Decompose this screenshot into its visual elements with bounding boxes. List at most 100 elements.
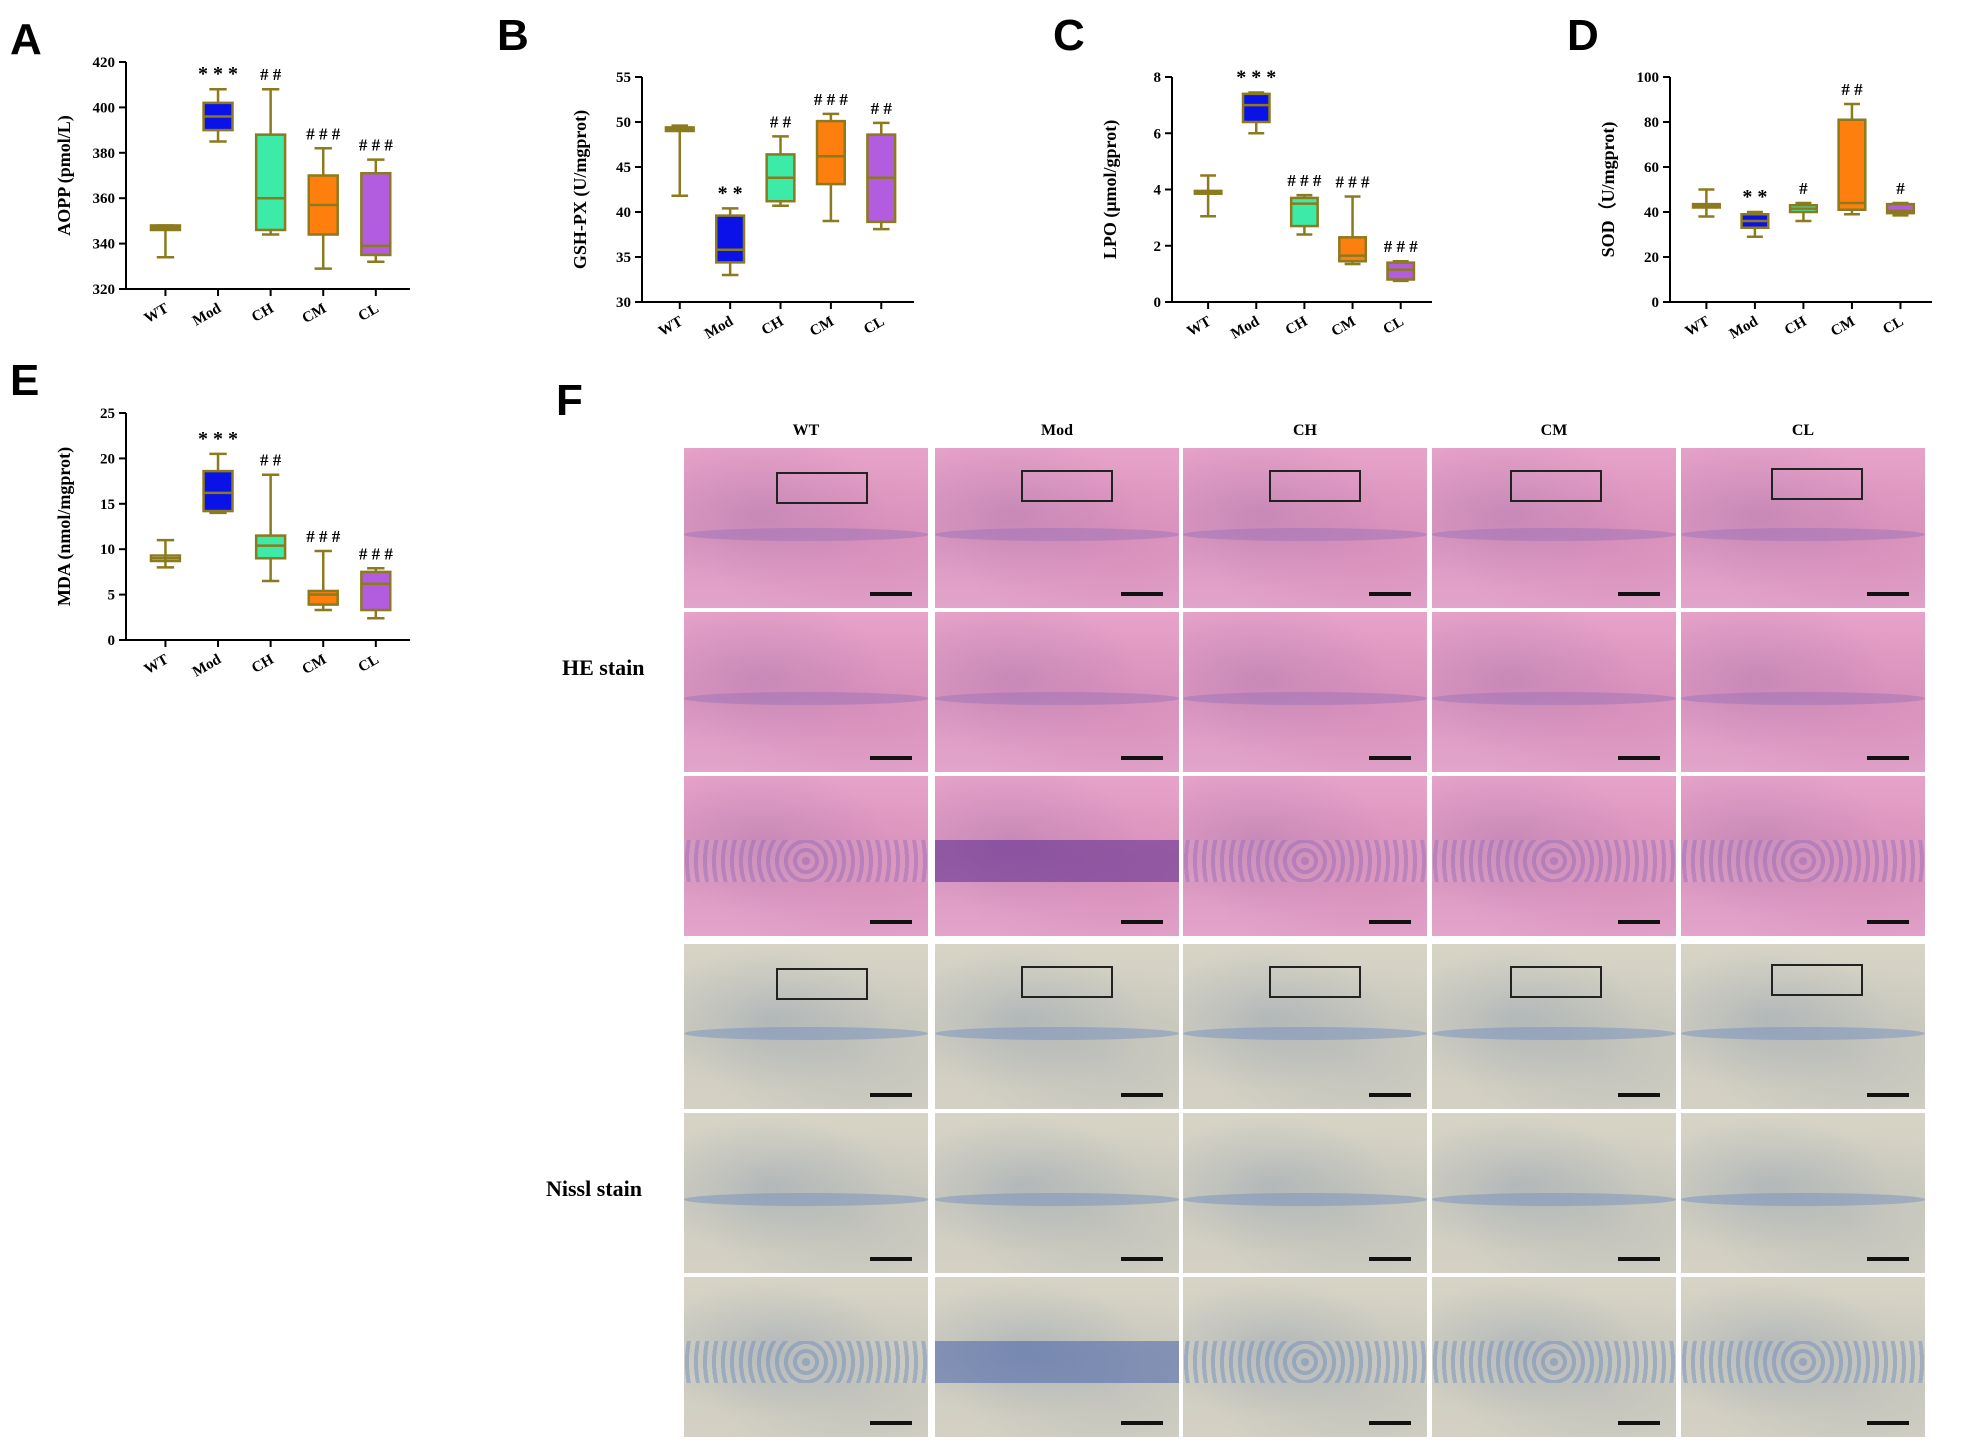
panel-letter-c: C <box>1053 11 1085 60</box>
box-mod <box>202 452 234 515</box>
he-micrograph <box>1681 612 1925 772</box>
y-tick-label: 20 <box>100 451 115 467</box>
x-tick-label: WT <box>1683 314 1713 340</box>
x-tick-label: CM <box>1329 314 1359 340</box>
x-tick-label: Mod <box>702 313 737 342</box>
significance-mark: # # <box>1841 80 1863 99</box>
chart-panel-d: D 0 20 40 60 80 100 SOD（U/mgprot) WT Mod * * CH # CM #… <box>1567 11 1932 342</box>
scale-bar <box>870 756 912 760</box>
box-cm <box>307 147 339 270</box>
y-tick-label: 380 <box>93 146 116 162</box>
nissl-micrograph <box>684 1113 928 1273</box>
box-cl <box>360 567 392 620</box>
x-tick-label: CM <box>807 314 837 340</box>
tissue-layer <box>1432 840 1676 882</box>
tissue-layer <box>1681 1026 1925 1040</box>
tissue-layer <box>935 1341 1179 1383</box>
significance-mark: # # # <box>306 527 341 546</box>
x-tick-label: CH <box>249 300 277 325</box>
region-of-interest-box <box>1510 470 1602 502</box>
scale-bar <box>1867 1257 1909 1261</box>
region-of-interest-box <box>776 472 868 504</box>
nissl-micrograph <box>1432 1113 1676 1273</box>
histology-header-cm: CM <box>1540 422 1568 439</box>
box-body <box>1338 236 1368 263</box>
scale-bar <box>1369 1093 1411 1097</box>
x-tick-label: Mod <box>1228 313 1263 342</box>
significance-mark: # # <box>770 112 792 131</box>
y-tick-label: 6 <box>1154 126 1162 142</box>
histology-header-wt: WT <box>792 422 820 439</box>
box-mod <box>715 207 746 277</box>
significance-mark: # <box>1896 179 1905 198</box>
box-body <box>360 171 392 257</box>
tissue-layer <box>1432 1341 1676 1383</box>
panel-letter-f: F <box>556 376 583 425</box>
y-tick-label: 8 <box>1154 70 1162 86</box>
scale-bar <box>1867 1093 1909 1097</box>
tissue-layer <box>684 840 928 882</box>
box-body <box>1241 92 1271 124</box>
x-tick-label: CL <box>356 301 382 325</box>
y-tick-label: 0 <box>1652 295 1660 311</box>
scale-bar <box>870 1257 912 1261</box>
box-cl <box>1885 201 1916 217</box>
tissue-layer <box>1183 528 1427 541</box>
box-body <box>1885 202 1916 215</box>
he-micrograph <box>1432 776 1676 936</box>
y-tick-label: 40 <box>1644 205 1659 221</box>
chart-panel-b: B 30 35 40 45 50 55 GSH-PX (U/mgprot) WT Mod * * CH… <box>497 11 914 342</box>
x-tick-label: CH <box>1782 313 1810 338</box>
panel-letter-b: B <box>497 11 529 60</box>
tissue-layer <box>1432 692 1676 705</box>
box-ch <box>254 87 287 236</box>
significance-mark: # # # <box>306 124 341 143</box>
scale-bar <box>1618 1093 1660 1097</box>
significance-mark: # # # <box>1384 237 1419 256</box>
tissue-layer <box>1681 1341 1925 1383</box>
y-tick-label: 320 <box>93 282 116 298</box>
scale-bar <box>1121 756 1163 760</box>
he-micrograph <box>1183 448 1427 608</box>
y-tick-label: 35 <box>616 250 631 266</box>
x-tick-label: Mod <box>190 651 225 680</box>
box-body <box>1289 196 1319 228</box>
box-cm <box>1338 195 1368 266</box>
box-cm <box>307 549 339 612</box>
significance-mark: * * <box>1742 186 1767 208</box>
scale-bar <box>870 592 912 596</box>
scale-bar <box>1618 1257 1660 1261</box>
significance-mark: # # # <box>814 90 849 109</box>
nissl-micrograph <box>684 1277 928 1437</box>
histology-header-mod: Mod <box>1041 422 1073 439</box>
he-micrograph <box>684 612 928 772</box>
box-body <box>202 469 234 513</box>
significance-mark: # # <box>260 65 282 84</box>
region-of-interest-box <box>1771 964 1863 996</box>
scale-bar <box>1369 920 1411 924</box>
he-micrograph <box>935 776 1179 936</box>
box-body <box>1386 261 1416 281</box>
tissue-layer <box>935 840 1179 882</box>
scale-bar <box>1121 592 1163 596</box>
nissl-micrograph <box>1432 944 1676 1109</box>
box-body <box>1837 118 1867 211</box>
y-tick-label: 100 <box>1637 70 1660 86</box>
scale-bar <box>1867 920 1909 924</box>
scale-bar <box>1369 756 1411 760</box>
region-of-interest-box <box>1269 470 1361 502</box>
box-ch <box>1788 201 1819 223</box>
tissue-layer <box>935 1026 1179 1040</box>
nissl-micrograph <box>684 944 928 1109</box>
tissue-layer <box>1432 528 1676 541</box>
x-tick-label: CM <box>1828 314 1858 340</box>
box-body <box>254 534 287 560</box>
histology-header-cl: CL <box>1791 422 1815 439</box>
box-body <box>360 570 392 612</box>
box-body <box>715 214 746 264</box>
significance-mark: * * * <box>198 428 238 450</box>
he-micrograph <box>684 448 928 608</box>
x-tick-label: Mod <box>1727 313 1762 342</box>
x-tick-label: WT <box>142 301 172 327</box>
box-body <box>815 119 846 186</box>
